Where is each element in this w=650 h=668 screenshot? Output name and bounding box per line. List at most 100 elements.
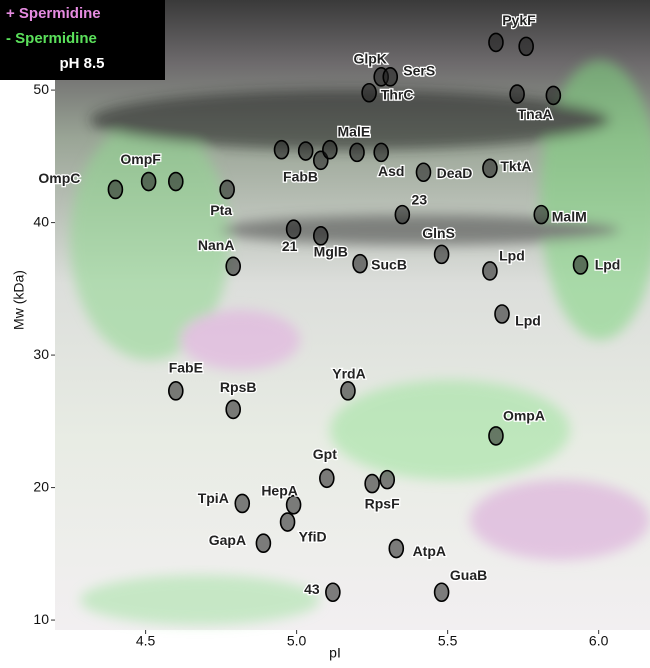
protein-label: TktA [500, 158, 531, 174]
spots: OmpC OmpF Pta FabB MalE Asd GlpK SerS ThrC PykF Tn… [37, 11, 622, 603]
protein-label: Gpt [313, 446, 337, 462]
protein-label: ThrC [381, 86, 414, 102]
x-tick-label: 5.0 [287, 633, 307, 649]
protein-label: Lpd [515, 313, 541, 329]
spot [533, 204, 550, 225]
protein: Asd [373, 142, 406, 180]
protein: OmpA [488, 406, 546, 446]
spot [340, 381, 356, 401]
protein: TpiA [196, 489, 251, 514]
protein-label: GlnS [422, 225, 455, 241]
protein: Pta [209, 179, 235, 219]
protein: OmpC [37, 169, 124, 200]
protein: ThrC [361, 82, 415, 104]
spot [349, 142, 365, 163]
spot [394, 204, 411, 225]
legend-box [0, 0, 165, 80]
protein: Gpt [312, 445, 338, 489]
spot [518, 36, 534, 57]
spot [361, 82, 377, 103]
protein: GlnS [421, 224, 456, 265]
protein: FabE [167, 358, 204, 401]
spot [319, 468, 335, 489]
legend-item: - Spermidine [6, 30, 97, 47]
protein: TktA [482, 157, 533, 179]
protein: Lpd [494, 304, 542, 330]
protein-label: FabE [169, 360, 203, 376]
protein-label: RpsF [365, 495, 400, 511]
protein-label: TpiA [198, 490, 229, 506]
protein-label: GuaB [450, 567, 487, 583]
protein-label: SerS [403, 63, 435, 79]
protein: Lpd [572, 255, 622, 275]
spot [433, 244, 450, 265]
protein: MalE [322, 122, 371, 163]
protein: YrdA [331, 364, 367, 401]
protein: GapA [207, 531, 272, 554]
protein: FabB [273, 139, 329, 186]
spot [322, 139, 338, 160]
legend-item: pH 8.5 [59, 55, 104, 72]
y-tick-label: 30 [33, 346, 49, 362]
protein-label: 23 [412, 191, 428, 207]
protein-label: MalM [552, 208, 587, 224]
spot [279, 512, 296, 532]
protein-label: OmpC [38, 170, 80, 186]
spot [219, 179, 235, 200]
spot [255, 533, 272, 554]
protein-label: TnaA [518, 106, 553, 122]
protein-label: FabB [283, 168, 318, 184]
y-tick-label: 40 [33, 213, 49, 229]
protein-label: MglB [314, 244, 348, 260]
spot [168, 171, 184, 192]
spot [140, 171, 157, 192]
gel-background [55, 0, 650, 630]
protein-label: Lpd [499, 248, 525, 264]
protein-label: OmpA [503, 408, 545, 424]
protein: SucB [352, 253, 408, 274]
x-tick-label: 4.5 [136, 633, 156, 649]
protein-label: YfiD [299, 529, 327, 545]
spot [312, 226, 329, 246]
protein-label: AtpA [413, 543, 446, 559]
spot [433, 582, 450, 603]
spot [545, 85, 562, 106]
protein-label: Lpd [595, 257, 621, 273]
spot [388, 538, 405, 559]
spot [509, 84, 525, 104]
spot [285, 494, 302, 515]
y-tick-label: 50 [33, 81, 49, 97]
protein-label: SucB [371, 256, 407, 272]
spot [572, 255, 589, 275]
y-tick-label: 10 [33, 611, 49, 627]
x-axis-label: pI [329, 645, 341, 661]
spot [297, 141, 314, 161]
spot [168, 381, 184, 401]
spot [415, 162, 432, 183]
protein-label: Pta [210, 202, 232, 218]
protein: MalM [533, 204, 588, 226]
spot [482, 261, 498, 281]
protein-label: GlpK [353, 51, 386, 67]
spot [225, 256, 241, 277]
protein-label: HepA [261, 482, 298, 498]
legend-item: + Spermidine [6, 5, 101, 22]
protein: RpsB [219, 378, 258, 420]
spot [107, 179, 124, 200]
spot [379, 469, 396, 490]
legend: + Spermidine - Spermidine pH 8.5 [0, 0, 165, 80]
protein-label: 43 [304, 581, 320, 597]
protein: YfiD [279, 512, 328, 546]
protein-label: MalE [338, 123, 371, 139]
y-tick-label: 20 [33, 478, 49, 494]
protein-label: NanA [198, 237, 235, 253]
protein: OmpF [119, 150, 184, 192]
protein-label: YrdA [332, 366, 365, 382]
protein-label: Asd [378, 163, 404, 179]
protein: NanA [197, 236, 241, 277]
spot [494, 304, 510, 324]
spot [234, 493, 251, 514]
spot [482, 158, 498, 179]
